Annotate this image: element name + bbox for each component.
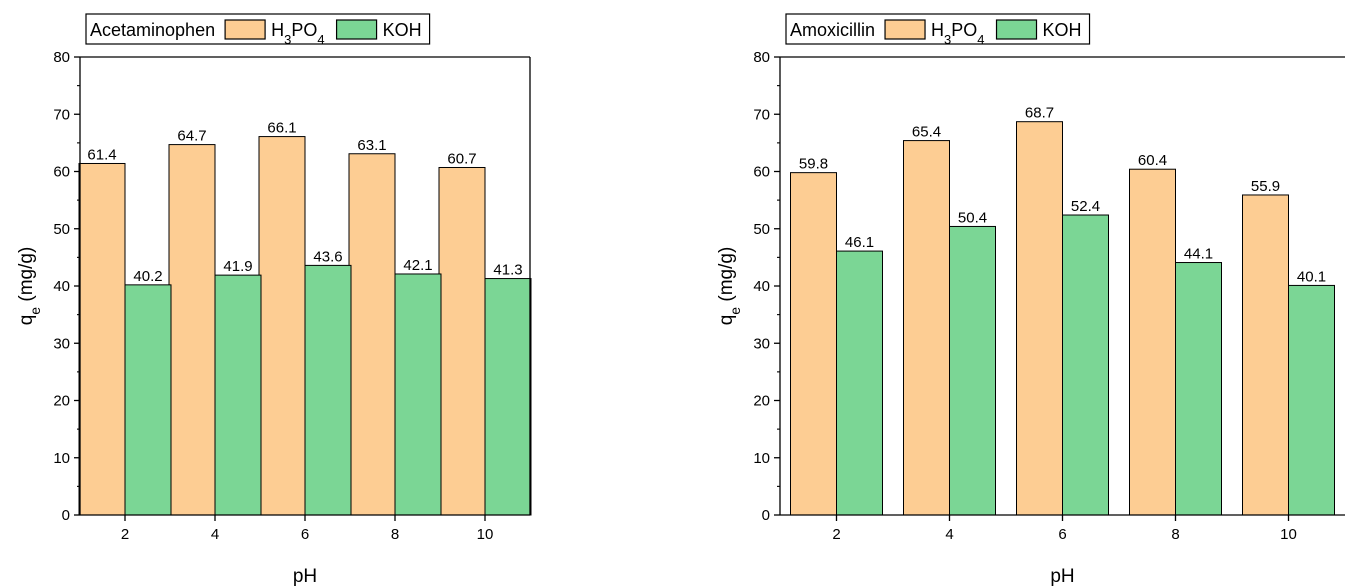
data-label: 41.9 [223, 258, 252, 275]
x-tick-label: 4 [945, 526, 953, 543]
y-axis-title: qe (mg/g) [716, 247, 743, 326]
data-label: 50.4 [958, 209, 987, 226]
y-tick-label: 80 [53, 49, 70, 66]
x-tick-label: 6 [1058, 526, 1066, 543]
bar-h3po4-ph-6 [1016, 121, 1063, 516]
y-tick-label: 60 [753, 164, 770, 181]
legend-label-koh: KOH [383, 20, 422, 40]
x-tick-label: 8 [391, 526, 399, 543]
y-tick-label: 80 [753, 49, 770, 66]
legend-frame [785, 13, 1091, 45]
x-tick-label: 2 [832, 526, 840, 543]
y-tick-label: 30 [53, 335, 70, 352]
y-tick-label: 20 [53, 393, 70, 410]
bar-koh-ph-4 [214, 274, 262, 516]
bar-h3po4-ph-10 [438, 166, 486, 516]
bar-koh-ph-2 [836, 250, 883, 516]
legend-title: Acetaminophen [90, 20, 215, 40]
bar-koh-ph-4 [949, 225, 996, 516]
y-tick-label: 10 [753, 450, 770, 467]
data-label: 52.4 [1071, 198, 1100, 215]
data-label: 46.1 [845, 234, 874, 251]
data-label: 59.8 [799, 156, 828, 173]
x-tick-label: 8 [1171, 526, 1179, 543]
data-label: 42.1 [403, 257, 432, 274]
bar-h3po4-ph-10 [1242, 194, 1289, 516]
x-tick-label: 2 [121, 526, 129, 543]
y-tick-label: 50 [53, 221, 70, 238]
x-axis-title: pH [293, 566, 317, 587]
x-tick-label: 10 [477, 526, 494, 543]
legend-frame [85, 13, 431, 45]
bar-koh-ph-10 [1288, 284, 1335, 516]
legend-label-koh: KOH [1043, 20, 1082, 40]
x-tick-label: 4 [211, 526, 219, 543]
y-tick-label: 0 [62, 507, 70, 524]
data-label: 60.7 [447, 150, 476, 167]
y-tick-label: 20 [753, 393, 770, 410]
y-tick-label: 40 [53, 278, 70, 295]
chart-panel-1: 61.4 64.7 66.1 63.1 60.7 40.2 41.9 43.6 42.1 41.3… [16, 13, 532, 587]
data-label: 43.6 [313, 248, 342, 265]
data-label: 55.9 [1251, 178, 1280, 195]
bar-h3po4-ph-8 [1129, 168, 1176, 516]
y-axis-title: qe (mg/g) [16, 247, 43, 326]
data-label: 44.1 [1184, 246, 1213, 263]
bar-koh-ph-10 [484, 278, 532, 516]
data-label: 61.4 [87, 146, 116, 163]
legend-title: Amoxicillin [790, 20, 875, 40]
x-tick-label: 6 [301, 526, 309, 543]
data-label: 40.1 [1297, 268, 1326, 285]
data-label: 68.7 [1025, 105, 1054, 122]
y-tick-label: 10 [53, 450, 70, 467]
bar-koh-ph-8 [1175, 262, 1222, 516]
y-tick-label: 30 [753, 335, 770, 352]
y-tick-label: 60 [53, 164, 70, 181]
data-label: 40.2 [133, 268, 162, 285]
bar-h3po4-ph-4 [903, 140, 950, 516]
bar-h3po4-ph-8 [348, 153, 396, 516]
y-tick-label: 70 [753, 106, 770, 123]
bar-h3po4-ph-2 [78, 162, 126, 516]
legend-label-h3po4: H3PO4 [271, 20, 324, 47]
legend-swatch-koh [995, 19, 1038, 40]
bar-koh-ph-6 [304, 264, 352, 516]
data-label: 65.4 [912, 124, 941, 141]
bar-koh-ph-8 [394, 273, 442, 516]
legend-swatch-h3po4 [884, 19, 926, 40]
x-axis-title: pH [1050, 566, 1074, 587]
bar-koh-ph-2 [124, 284, 172, 516]
legend-swatch-h3po4 [224, 19, 266, 40]
legend: Acetaminophen H3PO4 KOH [85, 13, 431, 47]
legend-label-h3po4: H3PO4 [931, 20, 984, 47]
data-label: 63.1 [357, 137, 386, 154]
bar-koh-ph-6 [1062, 214, 1109, 516]
legend: Amoxicillin H3PO4 KOH [785, 13, 1091, 47]
y-tick-label: 40 [753, 278, 770, 295]
x-tick-label: 10 [1280, 526, 1297, 543]
data-label: 60.4 [1138, 152, 1167, 169]
chart-panel-2: 59.8 65.4 68.7 60.4 55.9 46.1 50.4 52.4 44.1 40.1… [716, 13, 1345, 587]
data-label: 41.3 [493, 262, 522, 279]
legend-swatch-koh [335, 19, 378, 40]
y-tick-label: 70 [53, 106, 70, 123]
bar-h3po4-ph-6 [258, 136, 306, 516]
y-tick-label: 0 [762, 507, 770, 524]
bar-h3po4-ph-4 [168, 144, 216, 516]
data-label: 66.1 [267, 120, 296, 137]
y-tick-label: 50 [753, 221, 770, 238]
bar-h3po4-ph-2 [790, 172, 837, 516]
data-label: 64.7 [177, 128, 206, 145]
